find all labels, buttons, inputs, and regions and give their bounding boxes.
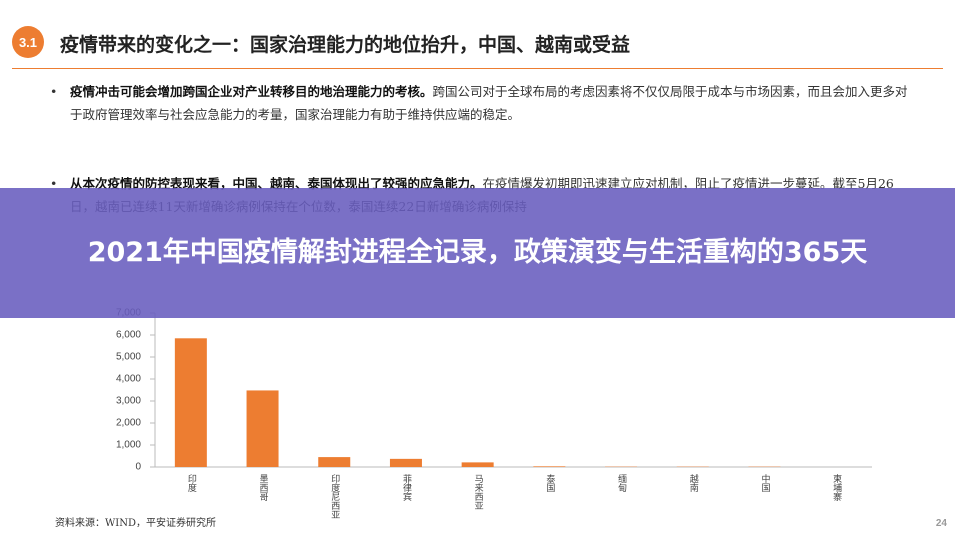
y-tick-label: 0 [135, 462, 141, 473]
x-tick-label: 印度 [186, 473, 197, 493]
banner: 2021年中国疫情解封进程全记录，政策演变与生活重构的365天 [0, 188, 955, 318]
x-tick-label: 缅甸 [616, 473, 627, 493]
x-tick-label: 马来西亚 [473, 474, 484, 510]
y-tick-label: 4,000 [116, 374, 141, 385]
slide-title: 疫情带来的变化之一：国家治理能力的地位抬升，中国、越南或受益 [60, 34, 631, 56]
bar [389, 458, 422, 467]
bar [246, 390, 279, 467]
bullet-lead: 从本次疫情的防控表现来看，中国、越南、泰国体现出了较强的应急能力。 [70, 176, 483, 191]
x-tick-label: 菲律宾 [401, 473, 412, 502]
bullet-text: 跨国公司对于全球布局的考虑因素将不仅仅局限于成本与市场因素，而且会加入更多对于政… [70, 84, 908, 122]
x-tick-label: 越南 [688, 473, 699, 492]
y-tick-label: 6,000 [116, 330, 141, 341]
section-badge: 3.1 [12, 26, 44, 58]
bullet: 疫情冲击可能会增加跨国企业对产业转移目的地治理能力的考核。跨国公司对于全球布局的… [50, 80, 910, 126]
x-tick-label: 墨西哥 [258, 474, 269, 501]
x-tick-label: 泰国 [544, 473, 555, 493]
page-number: 24 [935, 518, 947, 529]
y-tick-label: 5,000 [116, 352, 141, 363]
x-tick-label: 柬埔寨 [831, 474, 842, 501]
bar [174, 338, 207, 467]
x-tick-label: 中国 [759, 473, 770, 493]
bar [318, 457, 351, 467]
x-tick-label: 印度尼西亚 [329, 473, 340, 519]
title-rule [12, 68, 943, 69]
bar [461, 462, 494, 467]
y-tick-label: 2,000 [116, 418, 141, 429]
y-tick-label: 3,000 [116, 396, 141, 407]
y-tick-label: 1,000 [116, 440, 141, 451]
bullet-lead: 疫情冲击可能会增加跨国企业对产业转移目的地治理能力的考核。 [70, 84, 433, 99]
bar [533, 466, 566, 467]
source: 资料来源：WIND，平安证券研究所 [55, 518, 216, 529]
